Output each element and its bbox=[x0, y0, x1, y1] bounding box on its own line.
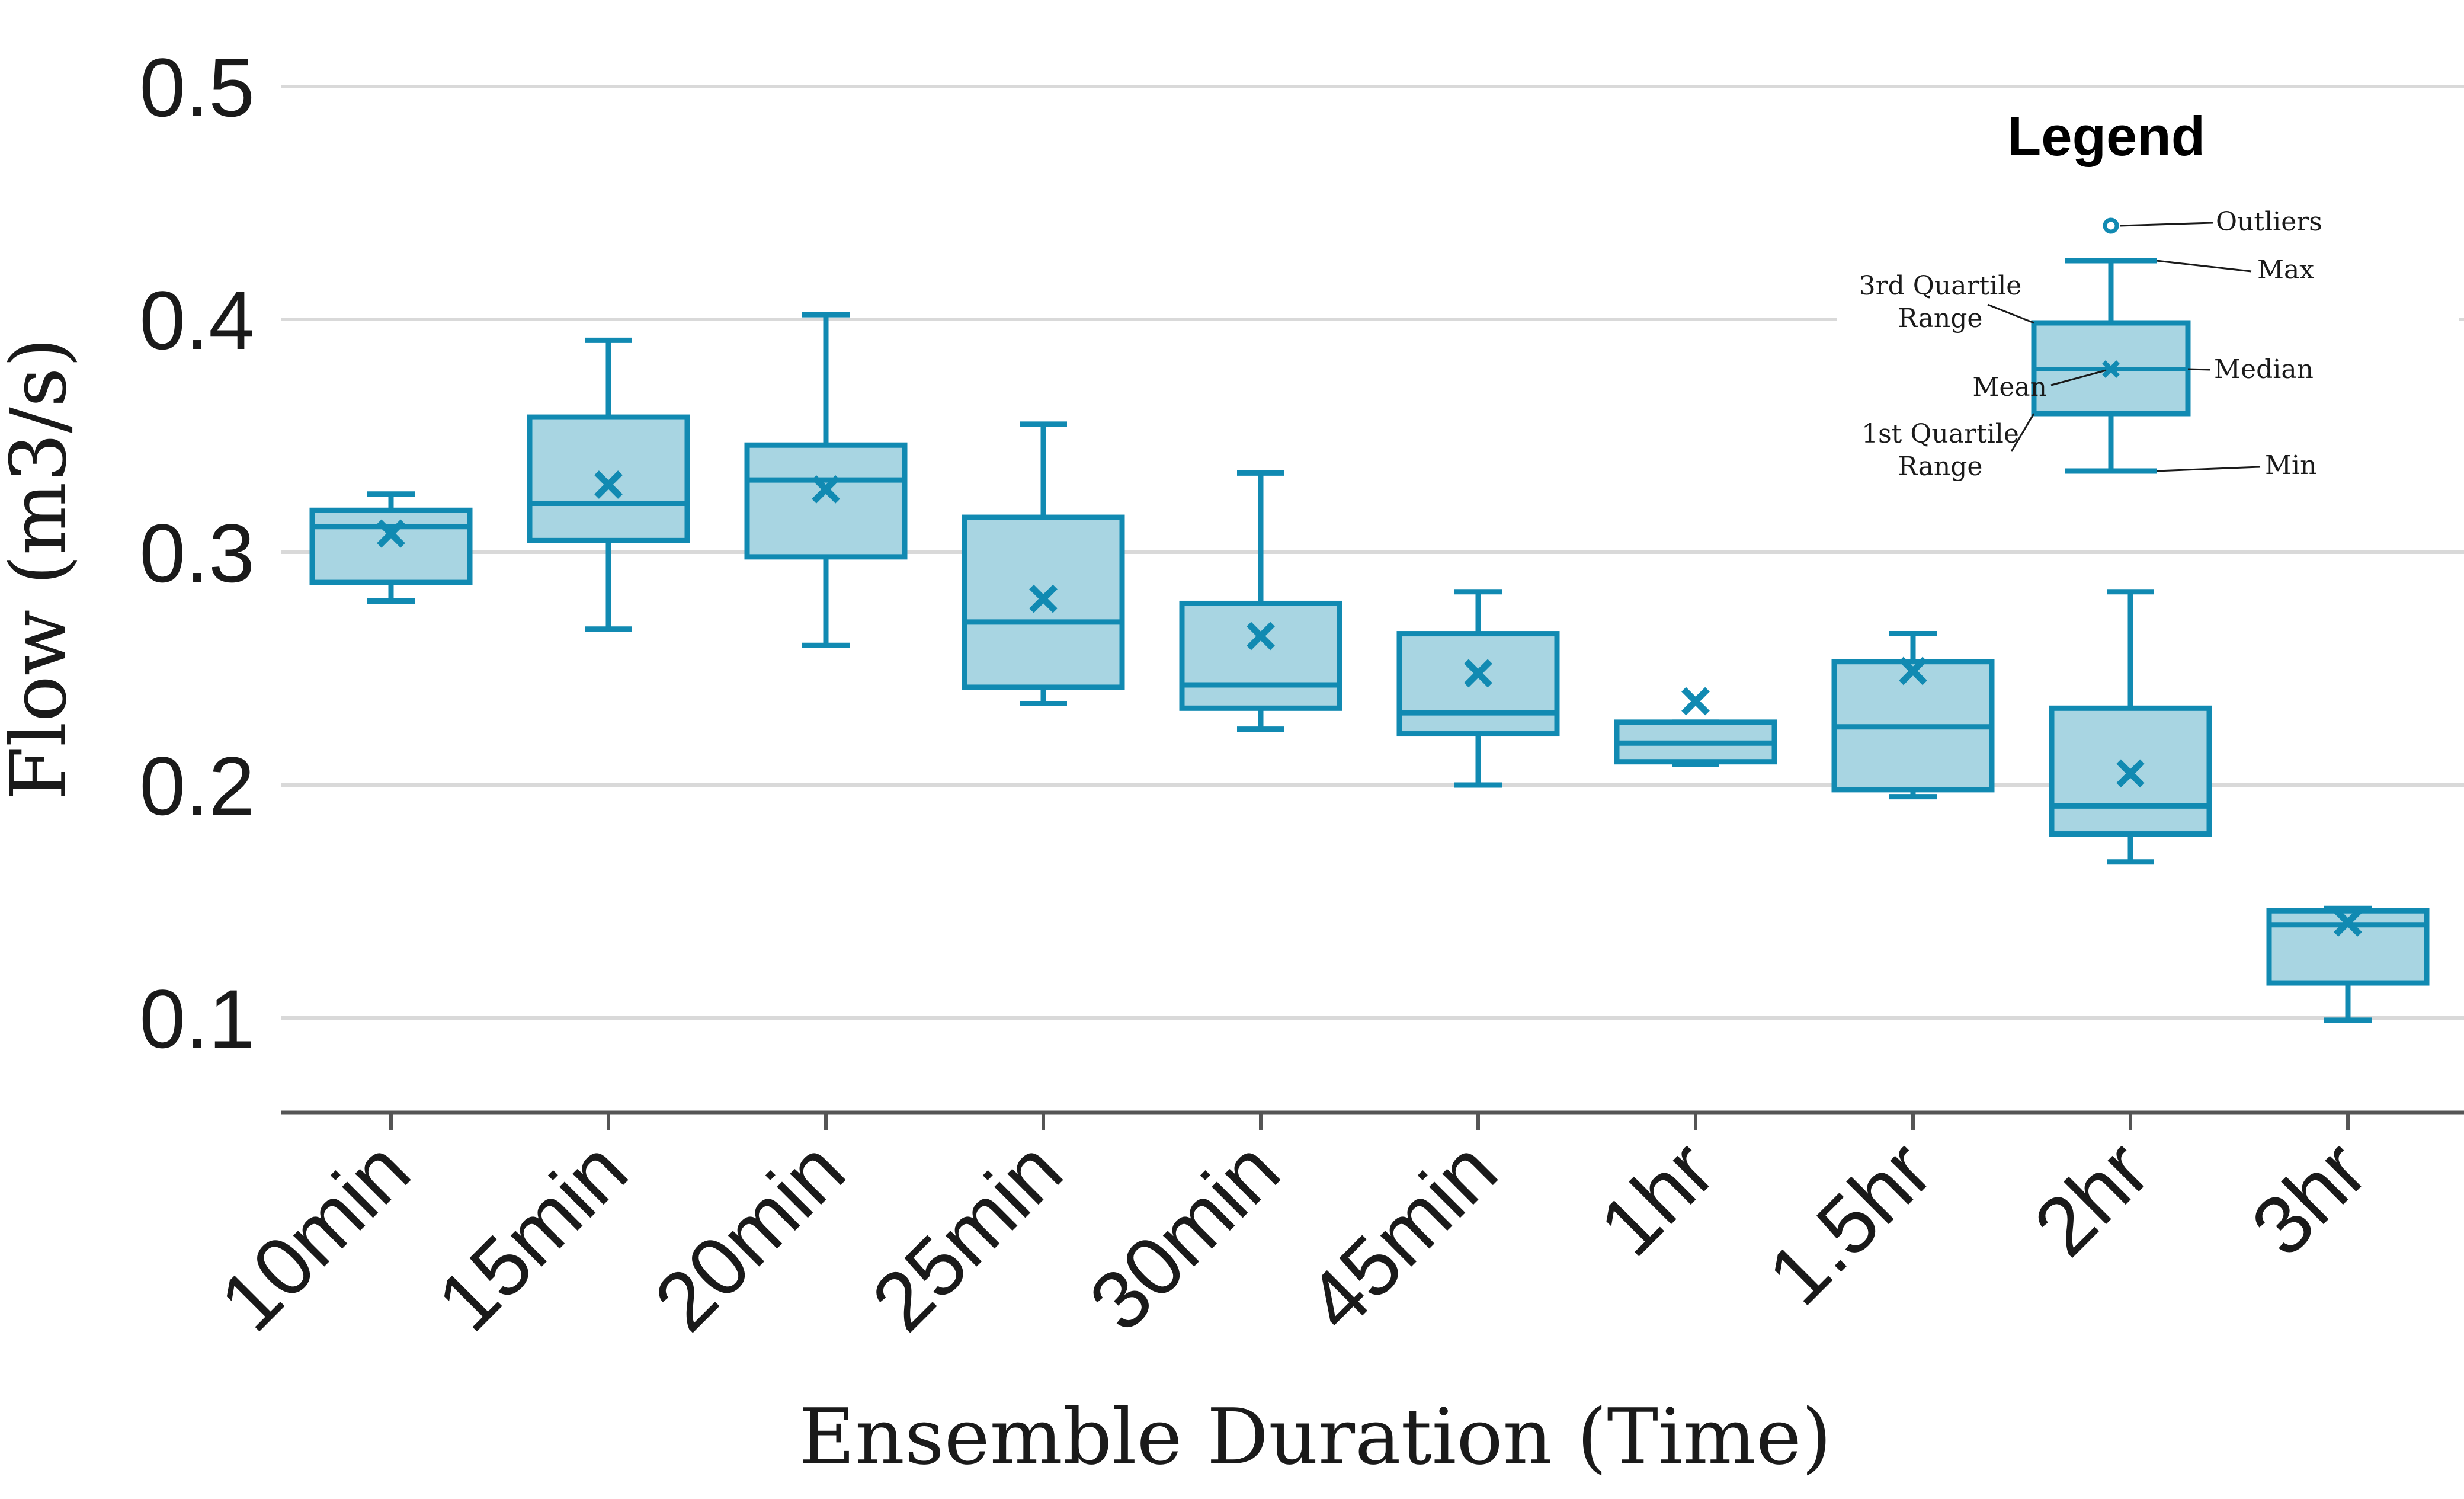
legend: Legend Outliers Max 3rd Quartile Range M… bbox=[1837, 89, 2459, 492]
legend-q3-label-line2: Range bbox=[1898, 303, 1983, 334]
x-tick-label: 20min bbox=[637, 1123, 863, 1349]
mean-marker bbox=[1464, 659, 1492, 688]
box-2hr bbox=[2049, 589, 2212, 865]
box-1.5hr bbox=[1831, 631, 1995, 800]
legend-median-label: Median bbox=[2214, 354, 2314, 385]
x-tick-label: 25min bbox=[854, 1123, 1080, 1349]
y-tick-label: 0.5 bbox=[139, 41, 255, 134]
box-3hr bbox=[2266, 905, 2430, 1023]
box-15min bbox=[527, 337, 690, 632]
iqr-box bbox=[1179, 600, 1342, 711]
y-tick-label: 0.2 bbox=[139, 739, 255, 832]
mean-marker bbox=[1029, 584, 1058, 613]
y-axis-label: Flow (m3/s) bbox=[0, 338, 84, 800]
iqr-box bbox=[744, 442, 908, 560]
legend-outliers-label: Outliers bbox=[2216, 207, 2322, 237]
box-25min bbox=[962, 421, 1125, 706]
legend-q3-label-line1: 3rd Quartile bbox=[1859, 271, 2022, 301]
legend-q1-label-line2: Range bbox=[1898, 451, 1983, 482]
x-tick-label: 45min bbox=[1289, 1123, 1515, 1349]
iqr-box bbox=[309, 507, 473, 585]
x-tick-label: 3hr bbox=[2234, 1123, 2384, 1273]
mean-marker bbox=[1247, 622, 1275, 651]
legend-background bbox=[1837, 89, 2459, 492]
legend-title: Legend bbox=[2007, 105, 2205, 167]
box-10min bbox=[309, 491, 473, 604]
x-tick-label: 1.5hr bbox=[1750, 1123, 1950, 1322]
box-1hr bbox=[1614, 687, 1777, 767]
legend-leader-lines bbox=[1987, 222, 2261, 472]
mean-marker bbox=[2334, 908, 2362, 937]
x-tick-label: 10min bbox=[202, 1123, 428, 1349]
x-tick-label: 2hr bbox=[2016, 1123, 2167, 1273]
y-tick-label: 0.3 bbox=[139, 507, 255, 600]
box-series bbox=[309, 312, 2430, 1023]
legend-mean-label: Mean bbox=[1972, 372, 2047, 402]
mean-marker bbox=[1681, 687, 1710, 716]
legend-max-label: Max bbox=[2257, 255, 2314, 285]
box-45min bbox=[1396, 589, 1560, 788]
box-20min bbox=[744, 312, 908, 648]
mean-marker bbox=[2116, 759, 2145, 788]
y-tick-label: 0.1 bbox=[139, 972, 255, 1065]
iqr-box bbox=[1396, 631, 1560, 737]
iqr-box bbox=[2049, 705, 2212, 837]
legend-mean-marker bbox=[2102, 360, 2120, 378]
mean-marker bbox=[1899, 656, 1927, 686]
x-axis-label: Ensemble Duration (Time) bbox=[799, 1392, 1831, 1482]
x-tick-label: 15min bbox=[419, 1123, 645, 1349]
y-tick-label: 0.4 bbox=[139, 274, 255, 367]
mean-marker bbox=[812, 475, 840, 504]
legend-outlier-dot bbox=[2103, 217, 2119, 234]
x-tick-label: 1hr bbox=[1581, 1123, 1732, 1273]
legend-min-label: Min bbox=[2265, 450, 2316, 481]
legend-q1-label-line1: 1st Quartile bbox=[1861, 419, 2019, 449]
mean-marker bbox=[594, 470, 623, 499]
box-30min bbox=[1179, 470, 1342, 732]
mean-marker bbox=[377, 519, 405, 548]
y-axis-ticks: 0.1 0.2 0.3 0.4 0.5 bbox=[139, 41, 255, 1065]
x-tick-label: 30min bbox=[1072, 1123, 1297, 1349]
iqr-box bbox=[527, 414, 690, 543]
